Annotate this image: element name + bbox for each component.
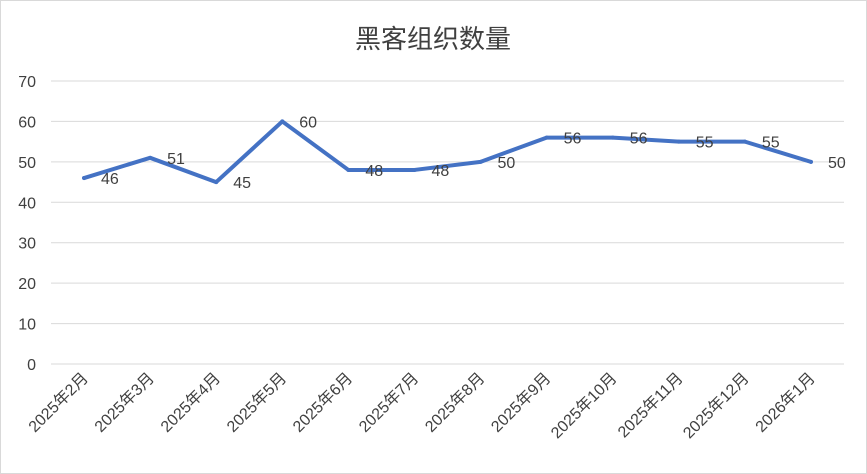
y-tick-label: 10 bbox=[18, 317, 36, 334]
data-point bbox=[82, 176, 87, 181]
data-label: 50 bbox=[498, 155, 516, 172]
data-point bbox=[214, 180, 219, 185]
data-point bbox=[742, 139, 747, 144]
data-point bbox=[346, 167, 351, 172]
y-tick-label: 0 bbox=[27, 357, 36, 374]
data-label: 45 bbox=[233, 175, 251, 192]
data-labels: 46 51 45 60 48 48 50 56 56 55 55 50 bbox=[101, 114, 846, 192]
data-label: 51 bbox=[167, 151, 185, 168]
x-category-label: 2025年8月 bbox=[422, 369, 489, 436]
series-line-group bbox=[82, 119, 813, 185]
x-category-label: 2026年1月 bbox=[752, 369, 819, 436]
data-point bbox=[412, 167, 417, 172]
data-point bbox=[544, 135, 549, 140]
x-category-label: 2025年4月 bbox=[157, 369, 224, 436]
data-point bbox=[280, 119, 285, 124]
x-axis-labels: 2025年2月 2025年3月 2025年4月 2025年5月 2025年6月 2025年… bbox=[25, 369, 819, 442]
series-line bbox=[82, 119, 813, 185]
x-category-label: 2025年6月 bbox=[289, 369, 356, 436]
data-label: 48 bbox=[365, 163, 383, 180]
x-category-label: 2025年5月 bbox=[223, 369, 290, 436]
chart-title: 黑客组织数量 bbox=[355, 25, 511, 55]
x-category-label: 2025年12月 bbox=[680, 369, 753, 442]
data-point bbox=[676, 139, 681, 144]
data-label: 56 bbox=[630, 131, 648, 148]
data-point bbox=[808, 159, 813, 164]
x-category-label: 2025年2月 bbox=[25, 369, 92, 436]
x-category-label: 2025年7月 bbox=[355, 369, 422, 436]
data-label: 48 bbox=[431, 163, 449, 180]
data-label: 56 bbox=[564, 131, 582, 148]
y-tick-label: 50 bbox=[18, 155, 36, 172]
y-tick-label: 30 bbox=[18, 236, 36, 253]
x-category-label: 2025年10月 bbox=[547, 369, 620, 442]
data-label: 50 bbox=[828, 155, 846, 172]
x-category-label: 2025年3月 bbox=[91, 369, 158, 436]
data-point bbox=[478, 159, 483, 164]
y-tick-label: 60 bbox=[18, 114, 36, 131]
data-label: 46 bbox=[101, 171, 119, 188]
y-tick-label: 20 bbox=[18, 276, 36, 293]
data-label: 55 bbox=[696, 135, 714, 152]
data-label: 60 bbox=[299, 114, 317, 131]
y-tick-label: 40 bbox=[18, 195, 36, 212]
data-label: 55 bbox=[762, 135, 780, 152]
y-axis-ticks: 0 10 20 30 40 50 60 70 bbox=[18, 74, 36, 374]
data-point bbox=[148, 155, 153, 160]
y-tick-label: 70 bbox=[18, 74, 36, 91]
data-point bbox=[610, 135, 615, 140]
gridlines bbox=[51, 80, 844, 365]
x-category-label: 2025年9月 bbox=[488, 369, 555, 436]
x-category-label: 2025年11月 bbox=[614, 369, 686, 441]
